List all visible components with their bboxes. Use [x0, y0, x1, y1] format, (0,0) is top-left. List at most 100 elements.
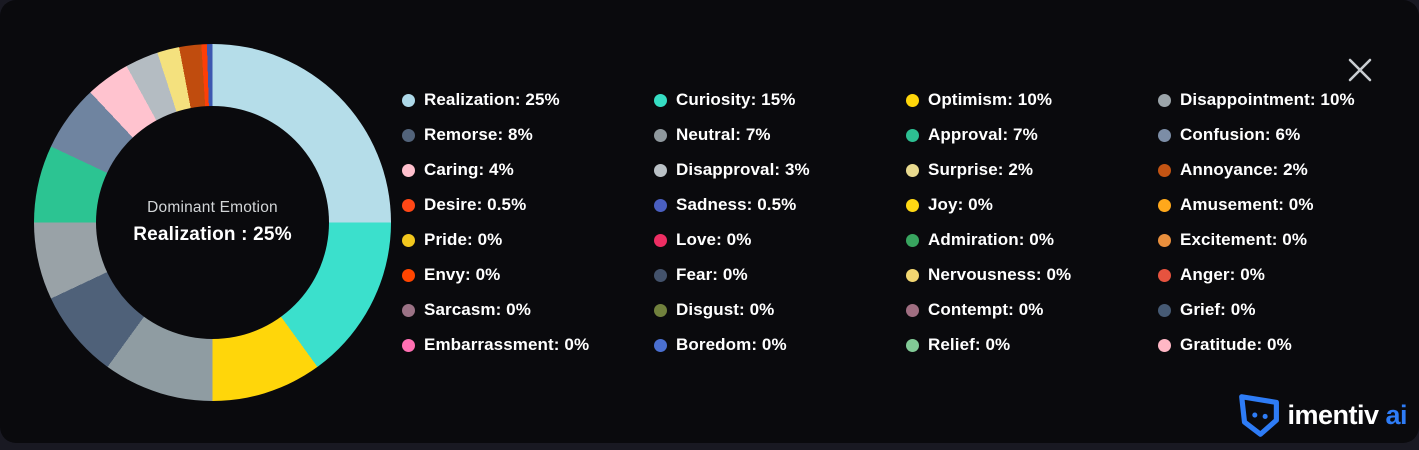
legend-color-dot — [654, 303, 667, 317]
legend-item: Disgust: 0% — [654, 299, 906, 321]
legend-color-dot — [906, 233, 919, 247]
legend-item: Sadness: 0.5% — [654, 194, 906, 216]
legend-color-dot — [906, 338, 919, 352]
legend-color-dot — [654, 268, 667, 282]
imentiv-logo-icon — [1239, 394, 1280, 437]
legend-color-dot — [1158, 303, 1171, 317]
legend-color-dot — [654, 338, 667, 352]
legend-label: Confusion: 6% — [1180, 125, 1301, 144]
legend-item: Gratitude: 0% — [1158, 334, 1410, 356]
legend-color-dot — [906, 128, 919, 142]
legend-item: Relief: 0% — [906, 334, 1158, 356]
legend-item: Confusion: 6% — [1158, 124, 1410, 146]
legend-color-dot — [906, 93, 919, 107]
legend-item: Contempt: 0% — [906, 299, 1158, 321]
legend-item: Caring: 4% — [402, 159, 654, 181]
legend-color-dot — [654, 233, 667, 247]
legend-column: Optimism: 10% Approval: 7% Surprise: 2% Joy… — [906, 89, 1158, 369]
legend-item: Disappointment: 10% — [1158, 89, 1410, 111]
legend-label: Neutral: 7% — [676, 125, 771, 144]
legend-label: Caring: 4% — [424, 160, 514, 179]
donut-center: Dominant Emotion Realization : 25% — [96, 106, 329, 339]
legend-color-dot — [906, 198, 919, 212]
legend-color-dot — [402, 163, 415, 177]
legend-item: Grief: 0% — [1158, 299, 1410, 321]
legend-label: Annoyance: 2% — [1180, 160, 1308, 179]
legend-item: Disapproval: 3% — [654, 159, 906, 181]
legend-color-dot — [402, 198, 415, 212]
legend-label: Optimism: 10% — [928, 90, 1053, 109]
legend-item: Sarcasm: 0% — [402, 299, 654, 321]
legend-item: Envy: 0% — [402, 264, 654, 286]
legend-label: Sarcasm: 0% — [424, 300, 531, 319]
legend-color-dot — [1158, 233, 1171, 247]
legend-label: Boredom: 0% — [676, 335, 787, 354]
legend: Realization: 25% Remorse: 8% Caring: 4% Des… — [402, 89, 1410, 369]
legend-item: Curiosity: 15% — [654, 89, 906, 111]
legend-label: Envy: 0% — [424, 265, 501, 284]
dominant-emotion-value: Realization : 25% — [133, 224, 292, 245]
legend-color-dot — [402, 93, 415, 107]
legend-color-dot — [402, 128, 415, 142]
legend-label: Admiration: 0% — [928, 230, 1055, 249]
legend-color-dot — [654, 93, 667, 107]
legend-label: Disgust: 0% — [676, 300, 775, 319]
legend-item: Neutral: 7% — [654, 124, 906, 146]
legend-label: Joy: 0% — [928, 195, 993, 214]
legend-color-dot — [402, 338, 415, 352]
legend-label: Love: 0% — [676, 230, 752, 249]
legend-item: Amusement: 0% — [1158, 194, 1410, 216]
emotion-donut-chart[interactable]: Dominant Emotion Realization : 25% — [34, 44, 391, 401]
legend-color-dot — [402, 233, 415, 247]
legend-color-dot — [654, 163, 667, 177]
legend-item: Realization: 25% — [402, 89, 654, 111]
close-icon — [1348, 58, 1372, 82]
legend-label: Disapproval: 3% — [676, 160, 810, 179]
legend-item: Excitement: 0% — [1158, 229, 1410, 251]
legend-label: Remorse: 8% — [424, 125, 533, 144]
legend-color-dot — [906, 303, 919, 317]
legend-item: Embarrassment: 0% — [402, 334, 654, 356]
legend-color-dot — [1158, 268, 1171, 282]
legend-item: Boredom: 0% — [654, 334, 906, 356]
legend-label: Excitement: 0% — [1180, 230, 1308, 249]
legend-item: Annoyance: 2% — [1158, 159, 1410, 181]
legend-item: Approval: 7% — [906, 124, 1158, 146]
imentiv-logo-ai: ai — [1385, 400, 1407, 430]
legend-color-dot — [654, 128, 667, 142]
legend-label: Embarrassment: 0% — [424, 335, 590, 354]
legend-column: Disappointment: 10% Confusion: 6% Annoyanc… — [1158, 89, 1410, 369]
legend-label: Grief: 0% — [1180, 300, 1256, 319]
legend-label: Surprise: 2% — [928, 160, 1034, 179]
legend-label: Gratitude: 0% — [1180, 335, 1292, 354]
legend-color-dot — [402, 268, 415, 282]
close-button[interactable] — [1344, 54, 1376, 86]
legend-item: Joy: 0% — [906, 194, 1158, 216]
legend-color-dot — [1158, 128, 1171, 142]
legend-color-dot — [906, 268, 919, 282]
imentiv-logo-text: imentiv — [1287, 400, 1379, 430]
legend-label: Contempt: 0% — [928, 300, 1044, 319]
legend-item: Remorse: 8% — [402, 124, 654, 146]
legend-color-dot — [402, 303, 415, 317]
legend-item: Nervousness: 0% — [906, 264, 1158, 286]
legend-label: Fear: 0% — [676, 265, 748, 284]
imentiv-logo: imentiv ai — [1237, 392, 1407, 439]
legend-color-dot — [1158, 93, 1171, 107]
dominant-emotion-label: Dominant Emotion — [147, 199, 278, 216]
legend-item: Fear: 0% — [654, 264, 906, 286]
legend-item: Surprise: 2% — [906, 159, 1158, 181]
legend-label: Pride: 0% — [424, 230, 503, 249]
legend-label: Desire: 0.5% — [424, 195, 527, 214]
legend-item: Love: 0% — [654, 229, 906, 251]
legend-label: Nervousness: 0% — [928, 265, 1072, 284]
legend-item: Admiration: 0% — [906, 229, 1158, 251]
legend-color-dot — [1158, 338, 1171, 352]
legend-item: Anger: 0% — [1158, 264, 1410, 286]
legend-item: Desire: 0.5% — [402, 194, 654, 216]
legend-label: Disappointment: 10% — [1180, 90, 1355, 109]
legend-label: Relief: 0% — [928, 335, 1011, 354]
legend-label: Approval: 7% — [928, 125, 1038, 144]
